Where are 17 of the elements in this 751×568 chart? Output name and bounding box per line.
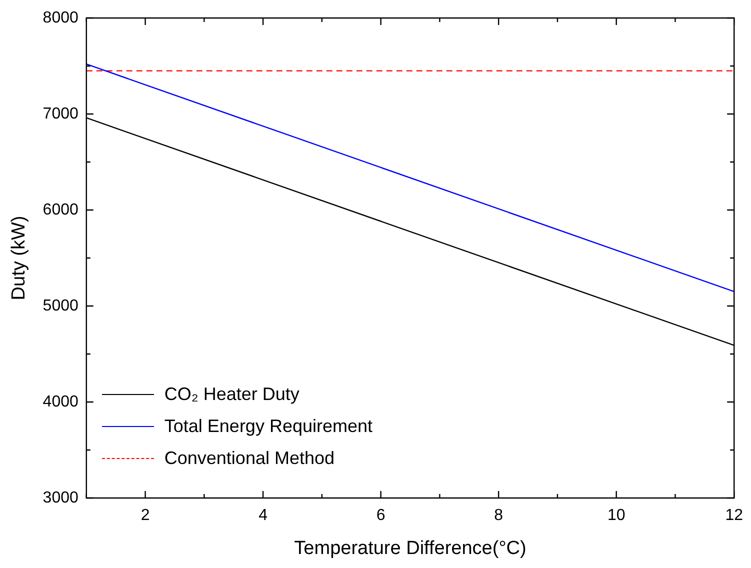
x-tick-label: 8 [494, 507, 504, 524]
y-tick-label: 8000 [42, 9, 78, 26]
y-tick-label: 5000 [42, 297, 78, 314]
x-axis-title: Temperature Difference(°C) [294, 538, 526, 559]
y-tick-label: 3000 [42, 489, 78, 506]
x-tick-label: 12 [725, 507, 744, 524]
x-tick-label: 2 [140, 507, 150, 524]
x-tick-label: 4 [258, 507, 268, 524]
legend-label: Conventional Method [164, 448, 335, 468]
x-tick-label: 6 [376, 507, 386, 524]
y-tick-label: 4000 [42, 393, 78, 410]
y-tick-label: 6000 [42, 201, 78, 218]
y-tick-label: 7000 [42, 105, 78, 122]
legend-label: CO₂ Heater Duty [164, 384, 300, 404]
y-axis-title: Duty (kW) [8, 216, 30, 300]
legend-label: Total Energy Requirement [164, 416, 372, 436]
x-tick-label: 10 [607, 507, 626, 524]
